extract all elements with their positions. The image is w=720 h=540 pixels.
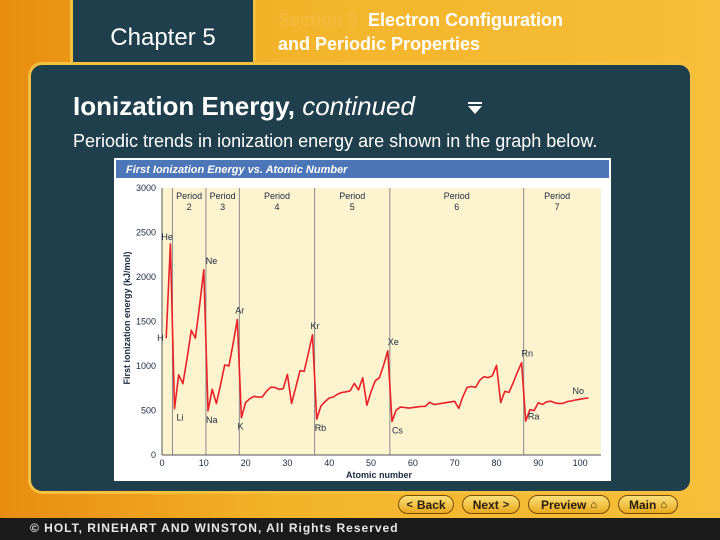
element-label: Rb — [315, 423, 327, 433]
copyright-text: © HOLT, RINEHART AND WINSTON, All Rights… — [30, 521, 399, 535]
element-label: Ra — [528, 412, 540, 422]
x-tick-label: 100 — [573, 458, 588, 468]
slide-body-text: Periodic trends in ionization energy are… — [73, 131, 598, 151]
slide-title: Ionization Energy, continued — [73, 91, 415, 122]
chapter-title: Chapter 5 — [110, 24, 216, 51]
element-label: Na — [206, 415, 218, 425]
main-button[interactable]: Main ⌂ — [618, 495, 678, 514]
y-tick-label: 1000 — [136, 361, 156, 371]
section-title-line2: and Periodic Properties — [278, 34, 481, 54]
chart-title-bar — [116, 160, 609, 178]
element-label: Xe — [388, 337, 399, 347]
period-number: 5 — [350, 202, 355, 212]
preview-button[interactable]: Preview ⌂ — [528, 495, 610, 514]
period-number: 3 — [220, 202, 225, 212]
slide-title-continued: continued — [302, 91, 415, 121]
ionization-energy-line — [165, 243, 589, 423]
period-label: Period — [544, 191, 570, 201]
element-label: K — [237, 422, 243, 432]
element-label: Ne — [206, 256, 218, 266]
home-icon: ⌂ — [660, 498, 667, 511]
period-label: Period — [339, 191, 365, 201]
element-label: No — [572, 386, 584, 396]
x-tick-label: 20 — [241, 458, 251, 468]
period-label: Period — [176, 191, 202, 201]
footer-bar — [0, 518, 720, 540]
element-label: H — [157, 333, 164, 343]
x-tick-label: 40 — [324, 458, 334, 468]
element-label: Kr — [311, 321, 320, 331]
element-label: Rn — [522, 349, 534, 359]
slide-title-main: Ionization Energy, — [73, 91, 295, 121]
preview-label: Preview — [540, 497, 587, 512]
x-axis-label: Atomic number — [346, 470, 413, 480]
home-icon: ⌂ — [590, 498, 598, 511]
y-tick-label: 500 — [141, 406, 156, 416]
period-label: Period — [264, 191, 290, 201]
y-tick-label: 2000 — [136, 272, 156, 282]
x-tick-label: 90 — [533, 458, 543, 468]
arrow-right-icon: > — [502, 498, 510, 511]
period-number: 6 — [454, 202, 459, 212]
x-tick-label: 10 — [199, 458, 209, 468]
next-button[interactable]: Next > — [462, 495, 520, 514]
arrow-left-icon: < — [406, 498, 413, 511]
x-tick-label: 0 — [159, 458, 164, 468]
back-label: Back — [416, 497, 446, 512]
x-tick-label: 80 — [491, 458, 501, 468]
period-label: Period — [210, 191, 236, 201]
x-tick-label: 70 — [450, 458, 460, 468]
y-tick-label: 0 — [151, 450, 156, 460]
x-tick-label: 60 — [408, 458, 418, 468]
period-number: 7 — [555, 202, 560, 212]
x-tick-label: 30 — [282, 458, 292, 468]
element-label: He — [161, 232, 173, 242]
back-button[interactable]: < Back — [398, 495, 454, 514]
y-tick-label: 3000 — [136, 183, 156, 193]
y-axis-label: First ionization energy (kJ/mol) — [122, 251, 132, 384]
x-tick-label: 50 — [366, 458, 376, 468]
y-tick-label: 2500 — [136, 228, 156, 238]
period-number: 2 — [187, 202, 192, 212]
ionization-energy-chart: First Ionization Energy vs. Atomic Numbe… — [114, 158, 611, 481]
section-title-line1: Electron Configuration — [368, 10, 564, 30]
chart-title: First Ionization Energy vs. Atomic Numbe… — [126, 164, 348, 176]
section-number: Section 3 — [278, 10, 359, 30]
element-label: Li — [177, 413, 184, 423]
plot-area — [162, 188, 601, 455]
period-label: Period — [444, 191, 470, 201]
period-number: 4 — [274, 202, 279, 212]
element-label: Cs — [392, 426, 403, 436]
arrow-down-icon — [468, 102, 482, 114]
chapter-tab — [70, 0, 256, 74]
y-tick-label: 1500 — [136, 317, 156, 327]
main-label: Main — [629, 497, 657, 512]
section-header: Section 3 Electron Configuration and Per… — [278, 8, 563, 56]
element-label: Ar — [235, 306, 244, 316]
next-label: Next — [472, 497, 499, 512]
